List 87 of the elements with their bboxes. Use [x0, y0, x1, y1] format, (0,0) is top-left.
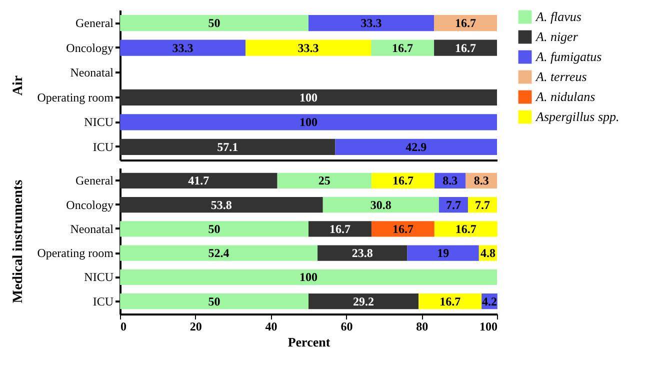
bar [308, 293, 419, 310]
y-tick-label: Neonatal [70, 66, 114, 80]
bar [120, 269, 497, 286]
data-label: 19 [437, 246, 450, 260]
bar [318, 245, 408, 261]
data-label: 42.9 [406, 140, 427, 154]
x-tick-label: 40 [265, 320, 278, 334]
y-tick-label: Neonatal [70, 222, 114, 236]
bar [418, 293, 482, 310]
y-tick-label: General [76, 174, 114, 188]
data-label: 50 [208, 16, 220, 30]
data-label: 57.1 [217, 140, 238, 154]
data-label: 8.3 [442, 174, 458, 188]
bar [120, 293, 308, 310]
y-tick-label: NICU [84, 270, 114, 284]
x-tick-label: 100 [480, 320, 498, 334]
bar [407, 245, 479, 261]
x-axis-title: Percent [288, 334, 331, 350]
bar [120, 40, 246, 56]
bar [120, 138, 336, 156]
legend-label: A. niger [535, 29, 579, 44]
bar [246, 40, 372, 56]
bar [120, 196, 323, 213]
data-label: 100 [300, 115, 318, 130]
bar [335, 138, 497, 156]
data-label: 8.3 [474, 174, 489, 188]
data-label: 16.7 [455, 222, 476, 236]
y-tick-label: Oncology [66, 198, 114, 212]
data-label: 41.7 [188, 174, 210, 188]
data-label: 16.7 [392, 40, 414, 55]
data-label: 7.7 [474, 198, 490, 212]
y-tick-label: Operating room [37, 246, 114, 260]
bar [371, 221, 434, 237]
data-label: 4.2 [482, 294, 497, 308]
bar [371, 172, 434, 189]
bar [308, 221, 372, 237]
data-label: 50 [208, 294, 220, 308]
data-label: 25 [318, 174, 330, 188]
y-tick-label: Oncology [66, 40, 114, 55]
data-label: 4.8 [480, 246, 496, 260]
data-label: 16.7 [392, 174, 414, 188]
data-label: 29.2 [353, 294, 374, 308]
bar [434, 221, 498, 237]
x-tick-label: 20 [190, 320, 202, 334]
y-tick-label: ICU [92, 140, 114, 154]
x-tick-label: 60 [340, 320, 353, 334]
bar [120, 89, 497, 106]
y-tick-label: ICU [92, 294, 114, 308]
bar [120, 221, 308, 237]
y-tick-label: Operating room [37, 90, 114, 104]
data-label: 33.3 [360, 16, 382, 30]
bar [277, 172, 372, 189]
y-axis-title: Air [11, 75, 26, 96]
legend-label: A. nidulans [535, 89, 596, 104]
bar [434, 40, 497, 56]
bar [120, 245, 318, 261]
data-label: 33.3 [172, 40, 194, 55]
data-label: 33.3 [298, 40, 319, 55]
data-label: 16.7 [455, 16, 476, 30]
y-tick-label: General [76, 16, 114, 30]
y-tick-label: NICU [84, 115, 114, 130]
data-label: 30.8 [370, 198, 392, 212]
data-label: 100 [300, 270, 318, 284]
data-label: 16.7 [392, 222, 414, 236]
bar [120, 14, 308, 32]
legend-label: A. fumigatus [535, 49, 602, 64]
data-label: 7.7 [446, 198, 461, 212]
data-label: 50 [208, 222, 220, 236]
y-axis-title: Medical instruments [11, 179, 26, 304]
legend-label: Aspergillus spp. [535, 109, 620, 124]
x-tick-label: 80 [416, 320, 428, 334]
legend-label: A. flavus [535, 9, 582, 24]
bar [371, 40, 434, 56]
data-label: 16.7 [455, 40, 476, 55]
bar [322, 196, 439, 213]
x-tick-label: 0 [120, 320, 126, 334]
bar [120, 172, 278, 189]
bar [434, 14, 497, 32]
data-label: 16.7 [329, 222, 350, 236]
legend-label: A. terreus [535, 69, 587, 84]
bar [308, 14, 434, 32]
data-label: 16.7 [440, 294, 461, 308]
data-label: 23.8 [352, 246, 373, 260]
data-label: 52.4 [208, 246, 230, 260]
data-label: 53.8 [210, 198, 232, 212]
data-label: 100 [300, 90, 318, 104]
bar [120, 114, 497, 130]
